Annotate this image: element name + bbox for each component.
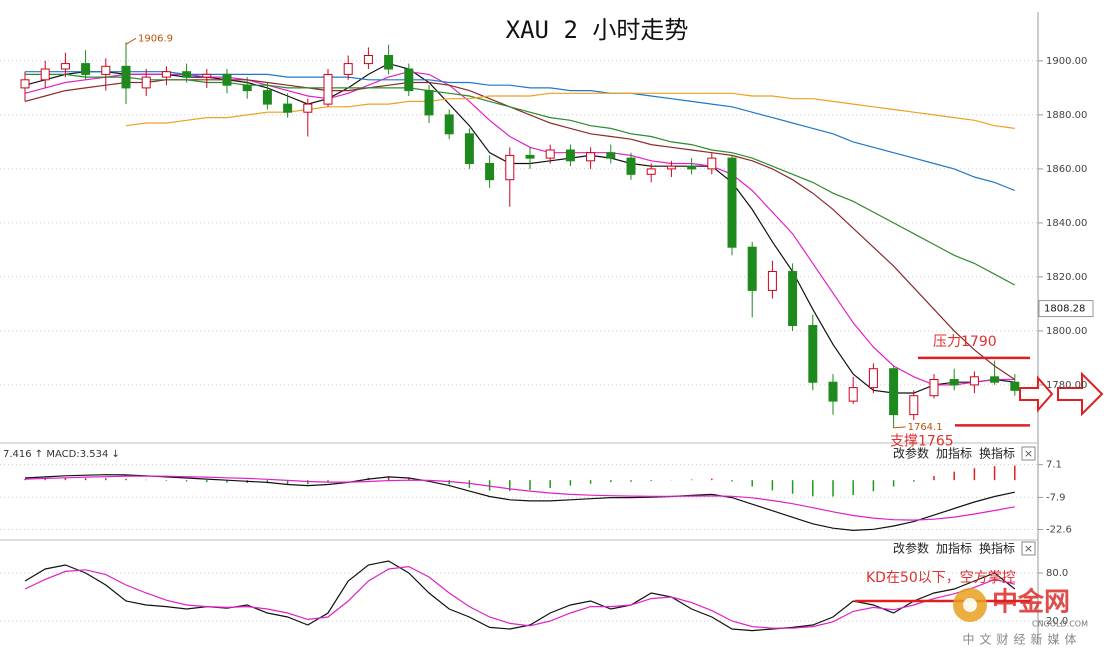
toolbar-button[interactable]: 加指标 — [936, 446, 972, 461]
price-tag — [1038, 300, 1094, 318]
candle-body — [303, 103, 313, 113]
low-label: 1764.1 — [908, 422, 943, 433]
toolbar-button[interactable]: 换指标 — [979, 446, 1015, 461]
d-line — [24, 565, 1015, 629]
annotation-pointer — [125, 37, 137, 45]
dea-line — [24, 475, 1015, 521]
watermark-name: 中金网 — [992, 587, 1070, 618]
candle-body — [889, 368, 899, 416]
candle-body — [1010, 381, 1020, 391]
y-tick-label: -7.9 — [1046, 492, 1066, 503]
y-tick-label: -22.6 — [1046, 524, 1072, 535]
candle-body — [626, 157, 636, 175]
candle-body — [727, 157, 737, 248]
watermark-site: CNGOLD.COM — [1032, 620, 1088, 629]
y-tick-label: 1840.00 — [1046, 218, 1087, 229]
last-price: 1808.28 — [1044, 304, 1085, 315]
close-box[interactable] — [1021, 446, 1036, 461]
candle-body — [101, 65, 111, 75]
level-label: 支撑1765 — [890, 433, 954, 449]
y-tick-label: 80.0 — [1046, 568, 1068, 579]
arrow — [1019, 375, 1054, 413]
moving-average — [125, 92, 1015, 129]
candle-body — [384, 55, 394, 70]
arrow — [1057, 371, 1104, 417]
level-label: 压力1790 — [933, 334, 997, 350]
macd-header: 7.416 ↑ MACD:3.534 ↓ — [3, 449, 120, 460]
candle-body — [343, 63, 353, 75]
candle-body — [444, 114, 454, 135]
candle-body — [505, 154, 515, 181]
close-button[interactable]: × — [1024, 447, 1033, 460]
candle-body — [586, 152, 596, 162]
candle-body — [828, 381, 838, 402]
candle-body — [545, 149, 555, 159]
candle-body — [606, 152, 616, 159]
candle-body — [788, 271, 798, 327]
candle-body — [363, 55, 373, 65]
candle-body — [646, 168, 656, 175]
candle-body — [202, 73, 212, 78]
candle-body — [909, 395, 919, 416]
y-tick-label: 1820.00 — [1046, 272, 1087, 283]
candle-body — [182, 71, 192, 78]
y-tick-label: 1900.00 — [1046, 56, 1087, 67]
candle-body — [242, 84, 252, 92]
candle-body — [161, 71, 171, 78]
candle-body — [848, 387, 858, 402]
toolbar-button[interactable]: 换指标 — [979, 541, 1015, 556]
kd-annotation: KD在50以下，空方掌控 — [866, 570, 1016, 586]
candle-body — [969, 376, 979, 386]
candle-body — [404, 68, 414, 92]
dif-line — [24, 474, 1015, 532]
close-button[interactable]: × — [1024, 542, 1033, 555]
toolbar-button[interactable]: 加指标 — [936, 541, 972, 556]
candle-body — [141, 76, 151, 89]
toolbar-button[interactable]: 改参数 — [893, 446, 929, 461]
candle-body — [20, 79, 30, 89]
logo-inner — [963, 598, 977, 612]
y-tick-label: 1800.00 — [1046, 326, 1087, 337]
candle-body — [485, 163, 495, 181]
y-tick-label: 1780.00 — [1046, 380, 1087, 391]
annotation-pointer — [893, 426, 906, 429]
candle-body — [990, 376, 1000, 383]
y-tick-label: 1880.00 — [1046, 110, 1087, 121]
candle-body — [666, 165, 676, 170]
candle-body — [525, 154, 535, 159]
candle-body — [767, 271, 777, 291]
y-tick-label: 20.0 — [1046, 616, 1068, 627]
candle-body — [949, 379, 959, 386]
y-tick-label: 1860.00 — [1046, 164, 1087, 175]
candle-body — [60, 63, 70, 70]
close-box[interactable] — [1021, 541, 1036, 556]
candle-body — [868, 368, 878, 389]
candle-body — [687, 165, 697, 170]
toolbar-button[interactable]: 改参数 — [893, 541, 929, 556]
candle-body — [929, 379, 939, 397]
candle-body — [808, 325, 818, 383]
y-tick-label: 7.1 — [1046, 460, 1062, 471]
candle-body — [464, 133, 474, 165]
candle-body — [283, 103, 293, 113]
k-line — [24, 560, 1016, 632]
candle-body — [262, 90, 272, 105]
candle-body — [565, 149, 575, 162]
high-label: 1906.9 — [138, 33, 173, 44]
candle-body — [40, 68, 50, 81]
candle-body — [81, 63, 91, 75]
moving-average — [25, 73, 1016, 286]
watermark-slogan: 中文财经新媒体 — [962, 632, 1081, 647]
candle-body — [121, 65, 131, 89]
candle-body — [424, 90, 434, 116]
candle-body — [707, 157, 717, 170]
chart-title: XAU 2 小时走势 — [506, 16, 689, 44]
candle-body — [747, 246, 757, 291]
candle-body — [323, 73, 333, 105]
candle-body — [222, 73, 232, 86]
